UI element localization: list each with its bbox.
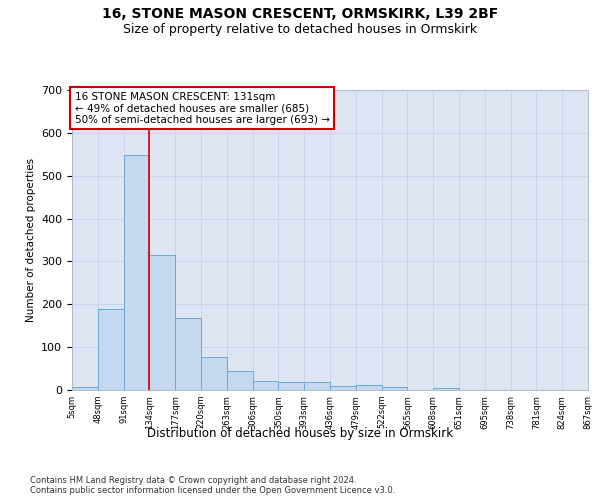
Bar xyxy=(433,388,459,390)
Bar xyxy=(149,256,175,390)
Text: Size of property relative to detached houses in Ormskirk: Size of property relative to detached ho… xyxy=(123,22,477,36)
Text: 16, STONE MASON CRESCENT, ORMSKIRK, L39 2BF: 16, STONE MASON CRESCENT, ORMSKIRK, L39 … xyxy=(102,8,498,22)
Text: Distribution of detached houses by size in Ormskirk: Distribution of detached houses by size … xyxy=(147,428,453,440)
Text: Contains HM Land Registry data © Crown copyright and database right 2024.
Contai: Contains HM Land Registry data © Crown c… xyxy=(30,476,395,495)
Y-axis label: Number of detached properties: Number of detached properties xyxy=(26,158,35,322)
Bar xyxy=(330,386,356,390)
Bar xyxy=(278,382,304,390)
Bar xyxy=(124,155,149,390)
Bar xyxy=(253,382,278,390)
Bar xyxy=(98,310,124,390)
Bar xyxy=(382,387,407,390)
Bar xyxy=(356,386,382,390)
Bar xyxy=(201,357,227,390)
Bar xyxy=(72,386,98,390)
Bar xyxy=(227,370,253,390)
Bar xyxy=(304,382,330,390)
Bar xyxy=(175,318,201,390)
Text: 16 STONE MASON CRESCENT: 131sqm
← 49% of detached houses are smaller (685)
50% o: 16 STONE MASON CRESCENT: 131sqm ← 49% of… xyxy=(74,92,329,124)
